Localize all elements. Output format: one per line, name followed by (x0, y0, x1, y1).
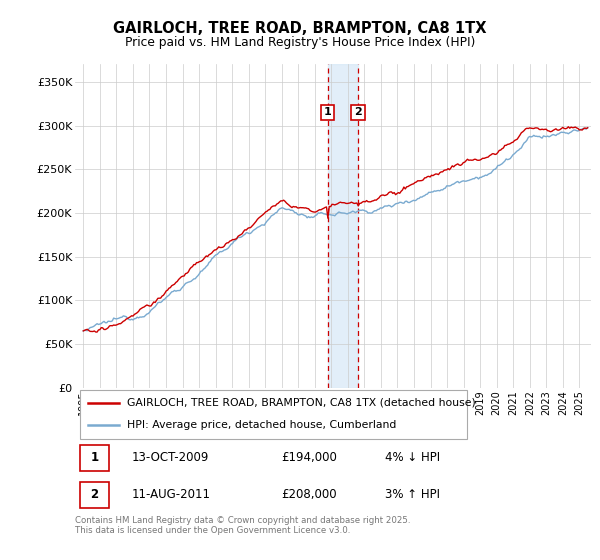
Text: 3% ↑ HPI: 3% ↑ HPI (385, 488, 440, 501)
Text: Contains HM Land Registry data © Crown copyright and database right 2025.
This d: Contains HM Land Registry data © Crown c… (75, 516, 410, 535)
Bar (328, 64, 358, 388)
FancyBboxPatch shape (80, 445, 109, 471)
Text: HPI: Average price, detached house, Cumberland: HPI: Average price, detached house, Cumb… (127, 421, 396, 431)
Text: £208,000: £208,000 (281, 488, 337, 501)
Text: 4% ↓ HPI: 4% ↓ HPI (385, 451, 440, 464)
Text: 1: 1 (91, 451, 98, 464)
FancyBboxPatch shape (80, 390, 467, 439)
Text: 1: 1 (324, 108, 332, 118)
Text: 2: 2 (354, 108, 362, 118)
Text: 2: 2 (91, 488, 98, 501)
FancyBboxPatch shape (80, 482, 109, 508)
Text: £194,000: £194,000 (281, 451, 337, 464)
Text: GAIRLOCH, TREE ROAD, BRAMPTON, CA8 1TX (detached house): GAIRLOCH, TREE ROAD, BRAMPTON, CA8 1TX (… (127, 398, 475, 408)
Text: 11-AUG-2011: 11-AUG-2011 (132, 488, 211, 501)
Text: Price paid vs. HM Land Registry's House Price Index (HPI): Price paid vs. HM Land Registry's House … (125, 36, 475, 49)
Text: GAIRLOCH, TREE ROAD, BRAMPTON, CA8 1TX: GAIRLOCH, TREE ROAD, BRAMPTON, CA8 1TX (113, 21, 487, 36)
Text: 13-OCT-2009: 13-OCT-2009 (132, 451, 209, 464)
